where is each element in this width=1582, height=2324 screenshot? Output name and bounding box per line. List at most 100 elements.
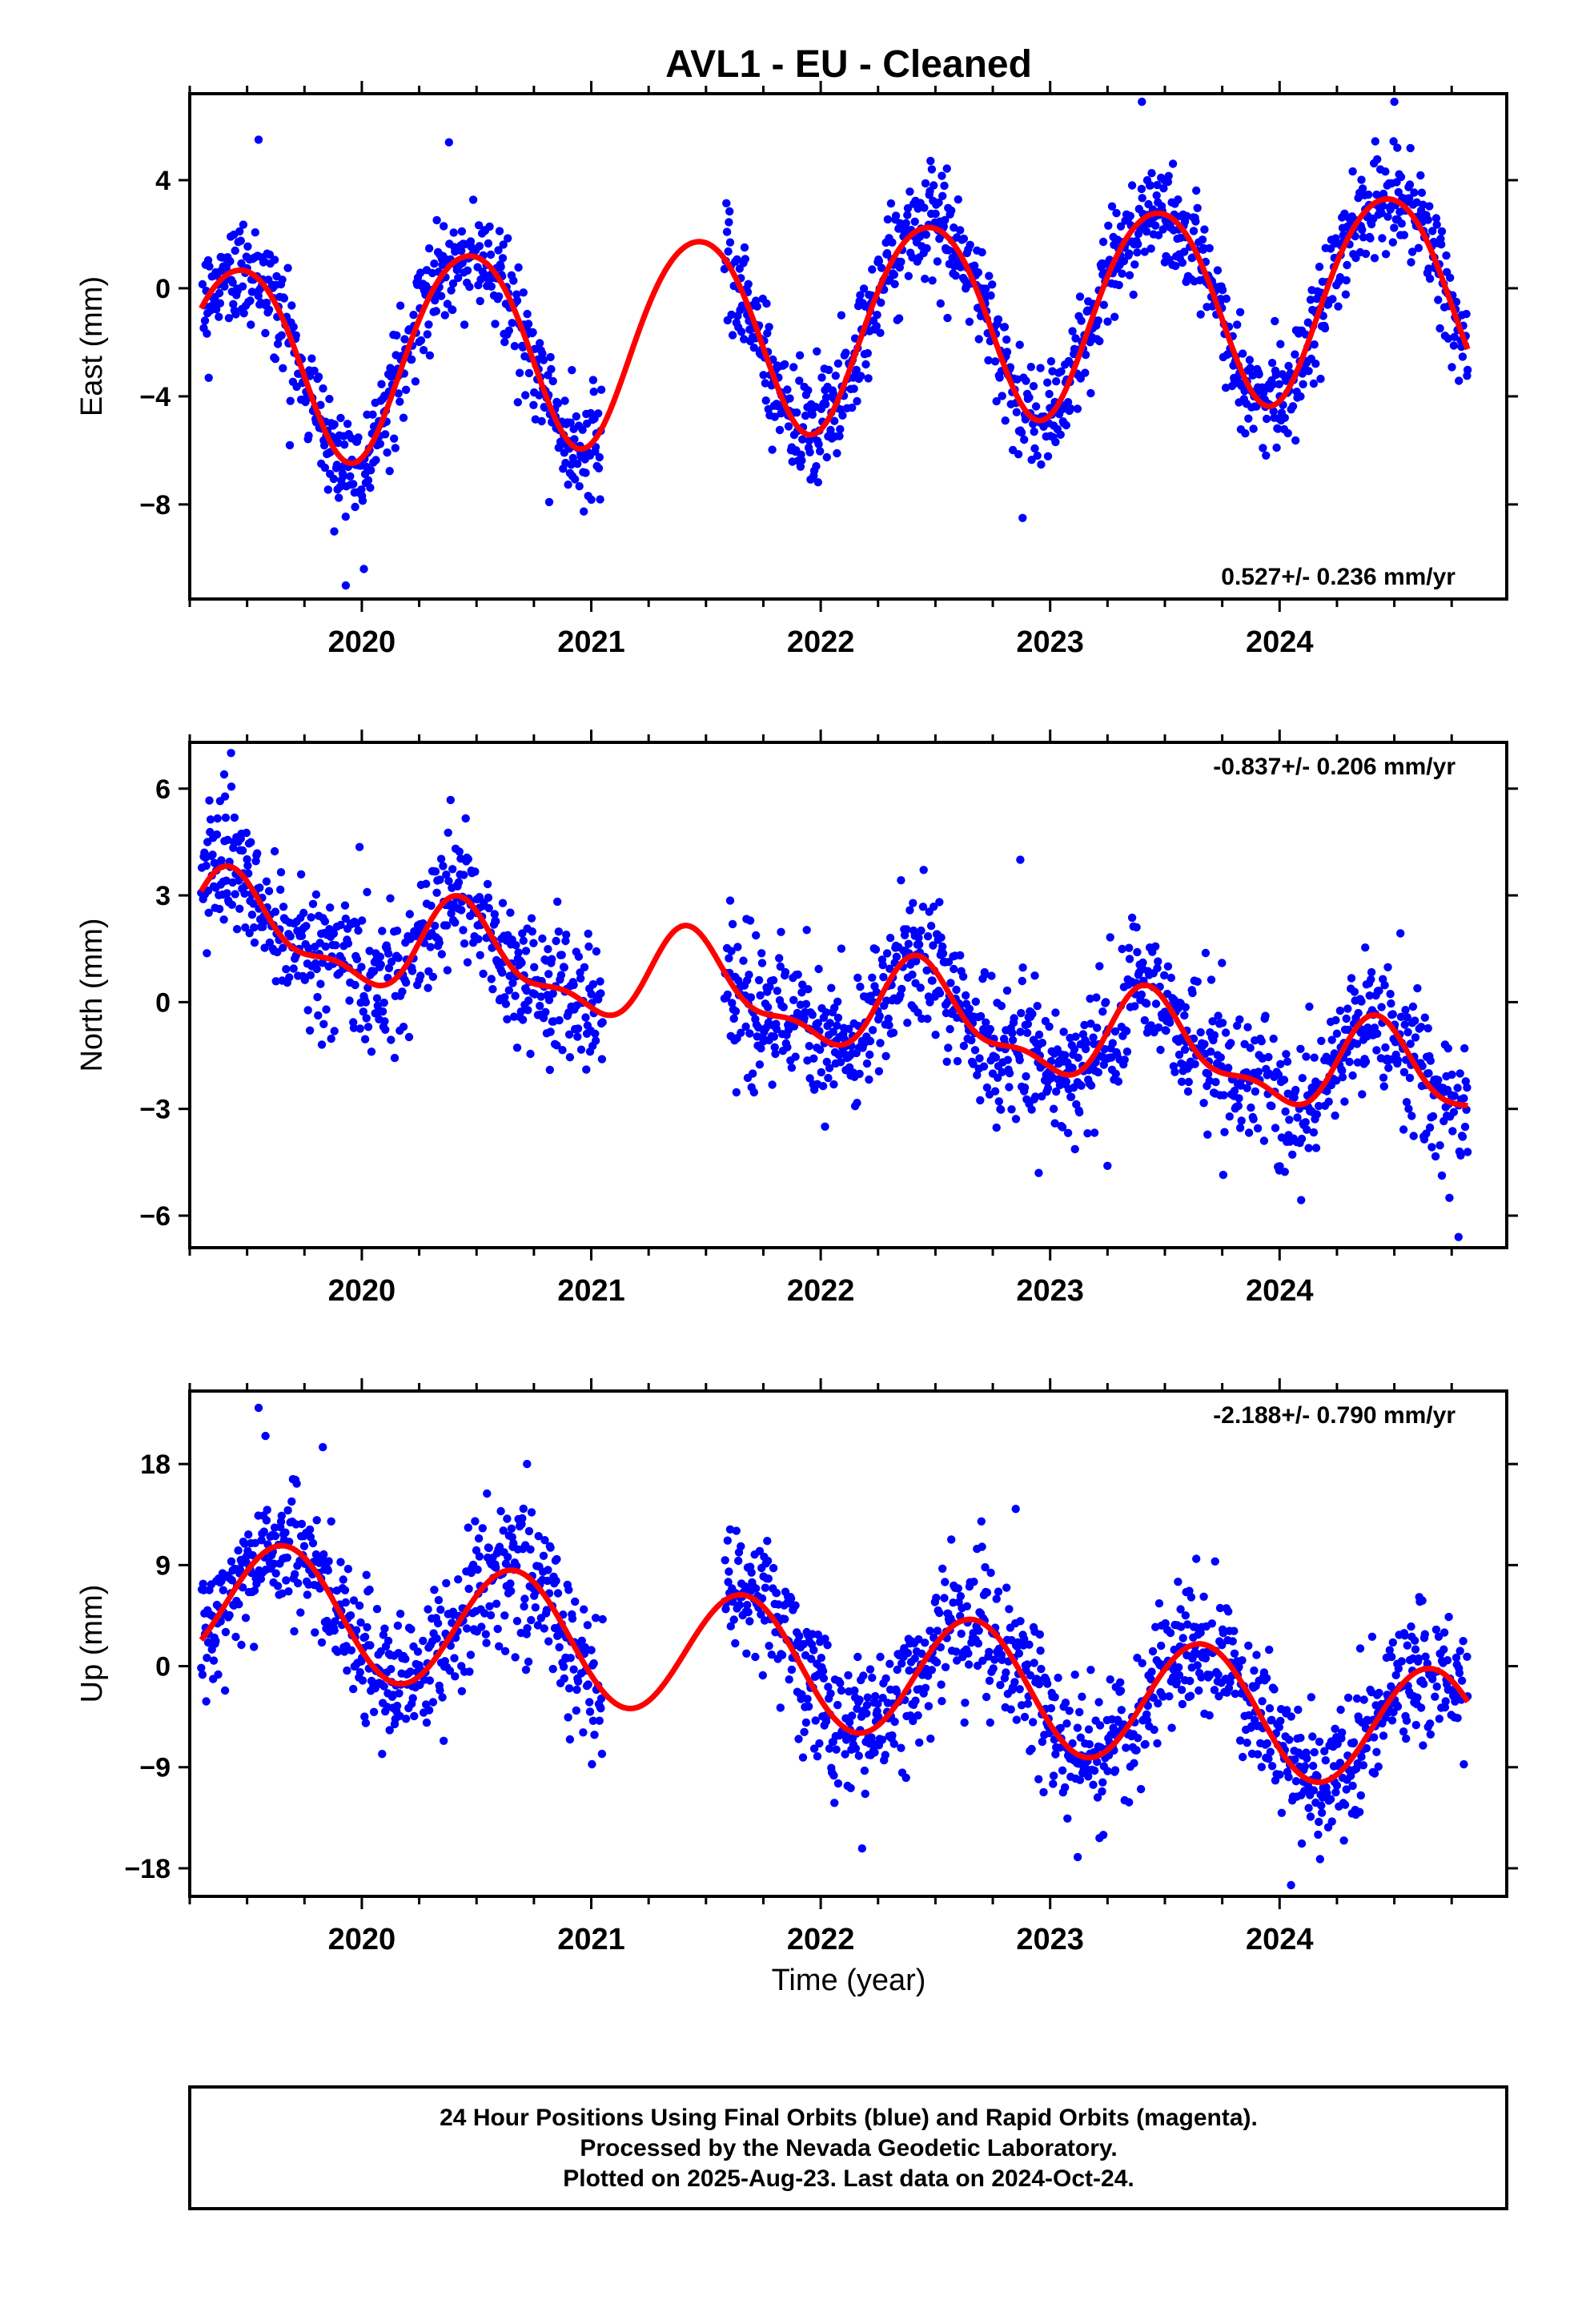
data-point	[851, 1744, 861, 1753]
data-point	[1020, 435, 1029, 444]
data-point	[221, 1627, 231, 1637]
data-point	[455, 847, 464, 856]
data-point	[861, 360, 870, 369]
data-point	[464, 1584, 473, 1594]
data-point	[1383, 963, 1392, 972]
data-point	[1300, 1762, 1310, 1771]
data-point	[1403, 1641, 1412, 1650]
data-point	[944, 1043, 953, 1052]
data-point	[1236, 1081, 1246, 1090]
data-point	[1129, 290, 1138, 300]
data-point	[1046, 357, 1056, 366]
data-point	[978, 247, 986, 257]
data-point	[1228, 1637, 1237, 1646]
data-point	[1401, 1006, 1410, 1015]
data-point	[561, 936, 570, 946]
data-point	[904, 939, 913, 948]
data-point	[768, 1080, 777, 1089]
data-point	[468, 195, 478, 204]
data-point	[1287, 1712, 1295, 1721]
data-point	[956, 263, 966, 271]
data-point	[349, 1596, 359, 1605]
data-point	[776, 1703, 785, 1712]
data-point	[287, 1497, 296, 1506]
data-point	[1125, 271, 1134, 279]
data-point	[1342, 275, 1351, 285]
data-point	[965, 1004, 974, 1014]
data-point	[754, 1023, 763, 1032]
data-point	[1089, 1780, 1098, 1789]
data-point	[1411, 1720, 1421, 1730]
data-point	[1304, 1803, 1313, 1812]
data-point	[357, 963, 366, 971]
data-point	[383, 1636, 393, 1646]
data-point	[813, 1630, 822, 1639]
data-point	[363, 983, 372, 992]
data-point	[591, 1614, 600, 1622]
data-point	[757, 1610, 765, 1619]
data-point	[1412, 198, 1421, 207]
data-point	[598, 1614, 607, 1624]
data-point	[588, 979, 598, 989]
data-point	[1119, 256, 1129, 266]
data-point	[544, 945, 552, 954]
data-point	[487, 975, 496, 983]
data-point	[259, 256, 268, 266]
data-point	[345, 996, 354, 1005]
y-tick-label: −9	[139, 1753, 171, 1783]
data-point	[457, 1687, 467, 1695]
data-point	[1257, 1037, 1267, 1046]
data-point	[341, 581, 351, 590]
data-point	[1034, 1679, 1044, 1689]
data-point	[438, 1693, 447, 1702]
data-point	[946, 979, 955, 987]
data-point	[1372, 1747, 1381, 1756]
data-point	[854, 1751, 864, 1760]
data-point	[1167, 1723, 1176, 1732]
data-point	[271, 355, 280, 364]
data-point	[841, 1750, 849, 1759]
data-point	[768, 445, 777, 454]
data-point	[362, 1014, 371, 1023]
data-point	[821, 1008, 831, 1017]
data-point	[223, 835, 232, 845]
data-point	[238, 846, 247, 855]
data-point	[770, 1043, 779, 1052]
data-point	[1072, 1100, 1081, 1109]
data-point	[731, 1638, 740, 1648]
data-point	[888, 238, 897, 247]
data-point	[555, 1015, 564, 1025]
data-point	[1455, 376, 1464, 385]
data-point	[1437, 1171, 1447, 1180]
data-point	[1086, 388, 1095, 398]
data-point	[944, 246, 954, 255]
data-point	[596, 1704, 605, 1713]
data-point	[1116, 1678, 1125, 1687]
data-point	[1017, 428, 1026, 437]
data-point	[1150, 1725, 1158, 1735]
data-point	[1142, 999, 1151, 1008]
data-point	[430, 1586, 439, 1594]
data-point	[1338, 1066, 1347, 1076]
data-point	[1063, 1128, 1073, 1138]
data-point	[725, 1525, 735, 1534]
data-point	[1314, 1830, 1323, 1839]
data-point	[409, 311, 418, 320]
data-point	[1359, 1761, 1368, 1770]
data-point	[1435, 1715, 1444, 1723]
data-point	[724, 247, 733, 256]
data-point	[584, 929, 592, 939]
data-point	[1264, 1052, 1273, 1062]
data-point	[1356, 1791, 1366, 1800]
data-point	[492, 1563, 500, 1572]
data-point	[959, 234, 969, 243]
data-point	[393, 1621, 403, 1630]
data-point	[1186, 1593, 1196, 1602]
data-point	[959, 1041, 969, 1051]
data-point	[1358, 225, 1367, 235]
data-point	[935, 989, 945, 998]
data-point	[1189, 227, 1199, 235]
data-point	[289, 964, 298, 973]
data-point	[745, 916, 755, 925]
data-point	[1110, 1027, 1120, 1036]
